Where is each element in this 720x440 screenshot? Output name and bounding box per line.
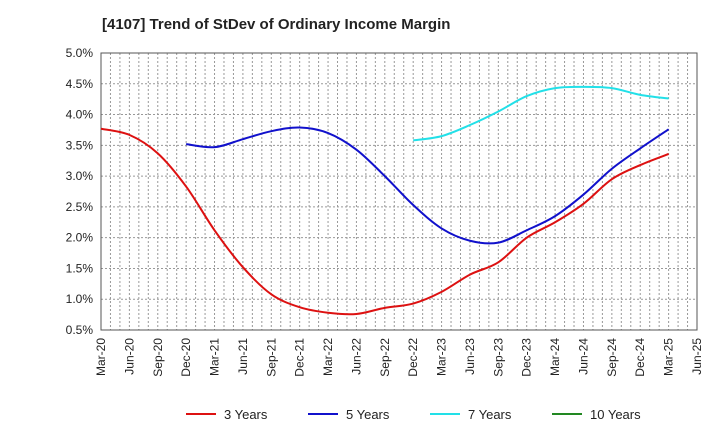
x-tick-label: Jun-24 <box>576 338 590 375</box>
x-tick-label: Mar-24 <box>548 338 562 376</box>
x-tick-label: Sep-21 <box>264 338 278 377</box>
x-tick-label: Jun-22 <box>349 338 363 375</box>
y-tick-label: 2.5% <box>66 200 94 214</box>
x-tick-label: Mar-20 <box>94 338 108 376</box>
legend-label-3-years: 3 Years <box>224 407 268 422</box>
x-tick-label: Jun-23 <box>463 338 477 375</box>
plot-frame <box>100 52 698 331</box>
chart-title: [4107] Trend of StDev of Ordinary Income… <box>102 16 451 33</box>
legend-label-7-years: 7 Years <box>468 407 512 422</box>
y-tick-label: 4.5% <box>66 77 94 91</box>
axis-layer: 5.0% 4.5% 4.0% 3.5% 3.0% 2.5% 2.0% 1.5% 1.0% 0.5%… <box>66 46 704 377</box>
y-tick-label: 1.0% <box>66 292 94 306</box>
x-tick-label: Dec-22 <box>406 338 420 377</box>
legend: 3 Years 5 Years 7 Years 10 Years <box>186 407 641 422</box>
x-tick-label: Mar-22 <box>321 338 335 376</box>
y-tick-label: 2.0% <box>66 231 94 245</box>
series-line-5-years <box>186 126 670 245</box>
x-tick-label: Jun-20 <box>122 338 136 375</box>
legend-label-10-years: 10 Years <box>590 407 641 422</box>
x-tick-label: Sep-22 <box>378 338 392 377</box>
series-layer <box>100 85 670 316</box>
series-line-3-years <box>100 127 669 316</box>
x-tick-label: Dec-21 <box>293 338 307 377</box>
x-tick-label: Mar-23 <box>435 338 449 376</box>
y-tick-label: 0.5% <box>66 323 94 337</box>
x-tick-label: Jun-21 <box>236 338 250 375</box>
x-tick-label: Sep-23 <box>491 338 505 377</box>
x-tick-label: Mar-25 <box>662 338 676 376</box>
y-tick-label: 3.0% <box>66 169 94 183</box>
y-tick-label: 4.0% <box>66 108 94 122</box>
x-tick-label: Dec-23 <box>520 338 534 377</box>
x-tick-label: Sep-24 <box>605 338 619 377</box>
x-tick-label: Sep-20 <box>151 338 165 377</box>
x-tick-label: Dec-20 <box>179 338 193 377</box>
y-tick-label: 3.5% <box>66 138 94 152</box>
x-tick-label: Mar-21 <box>208 338 222 376</box>
y-tick-label: 5.0% <box>66 46 94 60</box>
x-tick-label: Dec-24 <box>633 338 647 377</box>
series-line-7-years <box>413 85 669 142</box>
legend-label-5-years: 5 Years <box>346 407 390 422</box>
x-tick-label: Jun-25 <box>690 338 704 375</box>
y-tick-label: 1.5% <box>66 261 94 275</box>
